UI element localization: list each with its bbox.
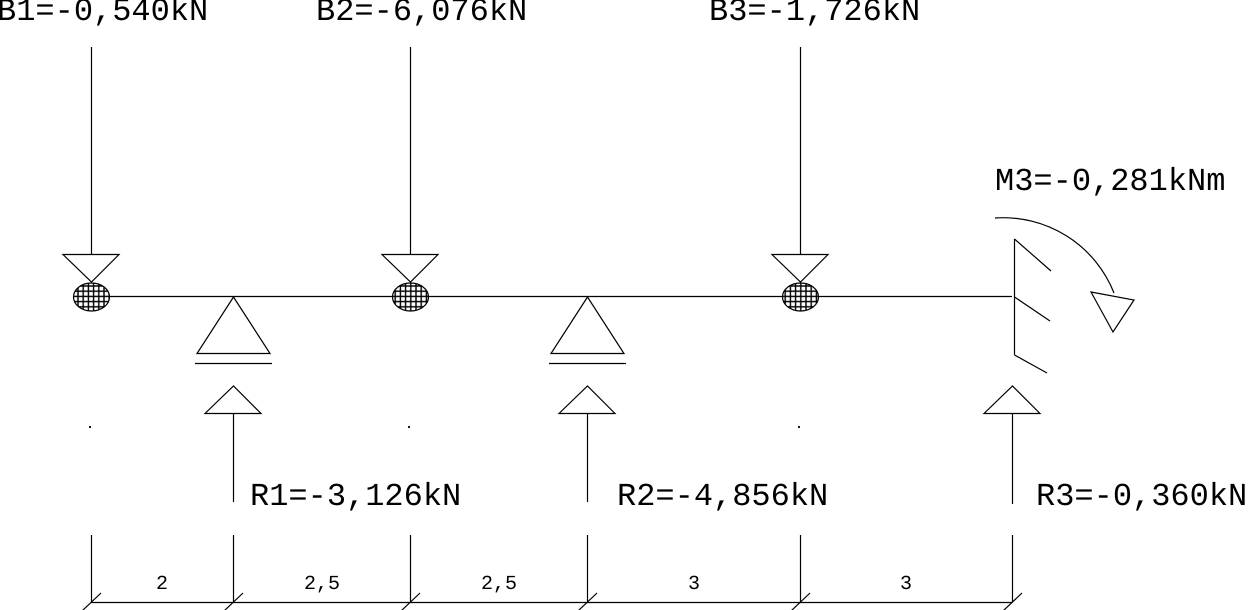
svg-text:M3=-0,281kNm: M3=-0,281kNm <box>995 163 1225 200</box>
svg-text:B3=-1,726kN: B3=-1,726kN <box>709 0 920 30</box>
svg-text:2: 2 <box>156 573 168 596</box>
svg-text:B1=-0,540kN: B1=-0,540kN <box>0 0 208 30</box>
svg-text:2,5: 2,5 <box>481 573 517 596</box>
svg-text:B2=-6,076kN: B2=-6,076kN <box>316 0 527 30</box>
svg-text:R1=-3,126kN: R1=-3,126kN <box>250 478 461 515</box>
svg-text:R3=-0,360kN: R3=-0,360kN <box>1036 478 1247 515</box>
svg-text:2,5: 2,5 <box>304 573 340 596</box>
svg-text:3: 3 <box>900 573 912 596</box>
svg-text:3: 3 <box>688 573 700 596</box>
svg-text:R2=-4,856kN: R2=-4,856kN <box>617 478 828 515</box>
